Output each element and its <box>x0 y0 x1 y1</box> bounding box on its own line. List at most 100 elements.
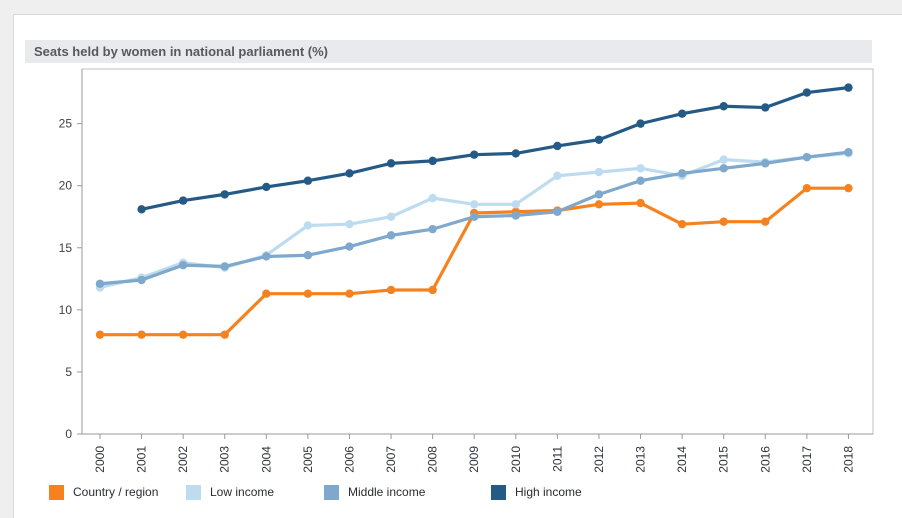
x-tick-label: 2018 <box>841 446 855 473</box>
legend-swatch-high-income <box>491 485 506 500</box>
data-point-country-region[interactable] <box>178 330 188 339</box>
legend-label: Middle income <box>348 485 426 499</box>
data-point-high-income[interactable] <box>470 150 479 159</box>
data-point-high-income[interactable] <box>386 159 396 168</box>
chart-title: Seats held by women in national parliame… <box>25 40 872 63</box>
y-tick-label: 20 <box>59 179 73 193</box>
data-point-high-income[interactable] <box>802 88 812 97</box>
data-point-low-income[interactable] <box>303 221 313 230</box>
data-point-low-income[interactable] <box>428 193 437 203</box>
x-tick-label: 2007 <box>384 446 398 473</box>
data-point-middle-income[interactable] <box>386 231 396 240</box>
legend-item-low-income[interactable]: Low income <box>186 485 274 501</box>
data-point-low-income[interactable] <box>553 171 562 180</box>
x-tick-label: 2009 <box>467 446 481 473</box>
y-tick-label: 15 <box>59 241 73 255</box>
line-chart: 0 5 10 15 20 25 2000 2001 2002 2003 2004 2005 2006 20… <box>59 68 874 473</box>
data-point-country-region[interactable] <box>719 217 728 226</box>
data-point-middle-income[interactable] <box>303 251 313 260</box>
data-point-high-income[interactable] <box>761 103 770 112</box>
data-point-high-income[interactable] <box>178 196 188 205</box>
data-point-middle-income[interactable] <box>262 252 271 261</box>
data-point-country-region[interactable] <box>345 289 354 298</box>
data-point-middle-income[interactable] <box>844 147 853 157</box>
legend-swatch-low-income <box>186 485 201 500</box>
y-tick-label: 25 <box>59 117 73 131</box>
data-point-low-income[interactable] <box>719 155 728 164</box>
data-point-low-income[interactable] <box>470 200 479 209</box>
data-point-country-region[interactable] <box>761 217 770 226</box>
x-tick-label: 2015 <box>717 446 731 473</box>
x-tick-label: 2001 <box>135 446 149 473</box>
x-tick-label: 2006 <box>342 446 356 473</box>
data-point-high-income[interactable] <box>511 149 520 158</box>
series-line-high-income <box>139 86 851 211</box>
x-tick-label: 2010 <box>509 446 523 473</box>
legend-item-country-region[interactable]: Country / region <box>49 485 158 501</box>
data-point-high-income[interactable] <box>677 109 687 118</box>
data-point-high-income[interactable] <box>137 205 146 214</box>
x-tick-label: 2008 <box>426 446 440 473</box>
x-tick-label: 2004 <box>259 446 273 473</box>
y-tick-label: 5 <box>65 365 72 379</box>
data-point-low-income[interactable] <box>636 164 645 173</box>
data-point-low-income[interactable] <box>594 167 604 177</box>
data-point-middle-income[interactable] <box>511 211 520 220</box>
x-tick-label: 2014 <box>675 446 689 473</box>
data-point-low-income[interactable] <box>386 212 396 221</box>
legend-label: High income <box>515 485 582 499</box>
x-tick-label: 2016 <box>758 446 772 473</box>
data-point-high-income[interactable] <box>345 169 354 178</box>
data-point-middle-income[interactable] <box>594 190 604 199</box>
data-point-high-income[interactable] <box>594 135 604 144</box>
data-point-middle-income[interactable] <box>470 212 479 221</box>
data-point-middle-income[interactable] <box>553 207 562 216</box>
y-tick-label: 10 <box>59 303 73 317</box>
y-tick-label: 0 <box>65 427 72 441</box>
data-point-country-region[interactable] <box>137 330 146 339</box>
data-point-middle-income[interactable] <box>220 262 229 271</box>
data-point-high-income[interactable] <box>220 190 229 199</box>
x-tick-label: 2000 <box>93 446 107 473</box>
x-tick-label: 2012 <box>592 446 606 473</box>
legend-swatch-country-region <box>49 485 64 500</box>
data-point-high-income[interactable] <box>303 176 313 185</box>
data-point-high-income[interactable] <box>553 141 562 151</box>
x-tick-label: 2005 <box>301 446 315 473</box>
legend-swatch-middle-income <box>324 485 339 500</box>
x-tick-label: 2003 <box>218 446 232 473</box>
data-point-country-region[interactable] <box>386 285 396 295</box>
data-point-low-income[interactable] <box>511 200 520 209</box>
data-point-high-income[interactable] <box>719 102 728 111</box>
data-point-middle-income[interactable] <box>761 159 770 168</box>
data-point-middle-income[interactable] <box>719 164 728 173</box>
data-point-low-income[interactable] <box>345 219 354 229</box>
data-point-middle-income[interactable] <box>137 275 146 285</box>
data-point-high-income[interactable] <box>844 83 853 92</box>
data-point-country-region[interactable] <box>220 330 229 339</box>
chart-card: Seats held by women in national parliame… <box>13 14 902 518</box>
data-point-country-region[interactable] <box>303 289 313 298</box>
data-point-high-income[interactable] <box>428 156 437 166</box>
data-point-country-region[interactable] <box>594 200 604 209</box>
data-point-country-region[interactable] <box>844 183 853 193</box>
data-point-country-region[interactable] <box>636 198 645 208</box>
data-point-middle-income[interactable] <box>178 260 188 270</box>
data-point-country-region[interactable] <box>262 289 271 298</box>
data-point-middle-income[interactable] <box>95 279 105 288</box>
data-point-country-region[interactable] <box>428 285 437 295</box>
data-point-country-region[interactable] <box>802 183 812 193</box>
legend-item-high-income[interactable]: High income <box>491 485 582 501</box>
data-point-high-income[interactable] <box>262 182 271 192</box>
data-point-country-region[interactable] <box>95 330 105 339</box>
data-point-country-region[interactable] <box>677 219 687 229</box>
legend-item-middle-income[interactable]: Middle income <box>324 485 425 501</box>
data-point-high-income[interactable] <box>636 119 645 128</box>
data-point-middle-income[interactable] <box>428 224 437 234</box>
data-point-middle-income[interactable] <box>802 152 812 162</box>
data-point-middle-income[interactable] <box>677 169 687 178</box>
data-point-middle-income[interactable] <box>636 176 645 185</box>
chart-legend: Country / region Low income Middle income H… <box>14 485 902 503</box>
data-point-middle-income[interactable] <box>345 242 354 251</box>
